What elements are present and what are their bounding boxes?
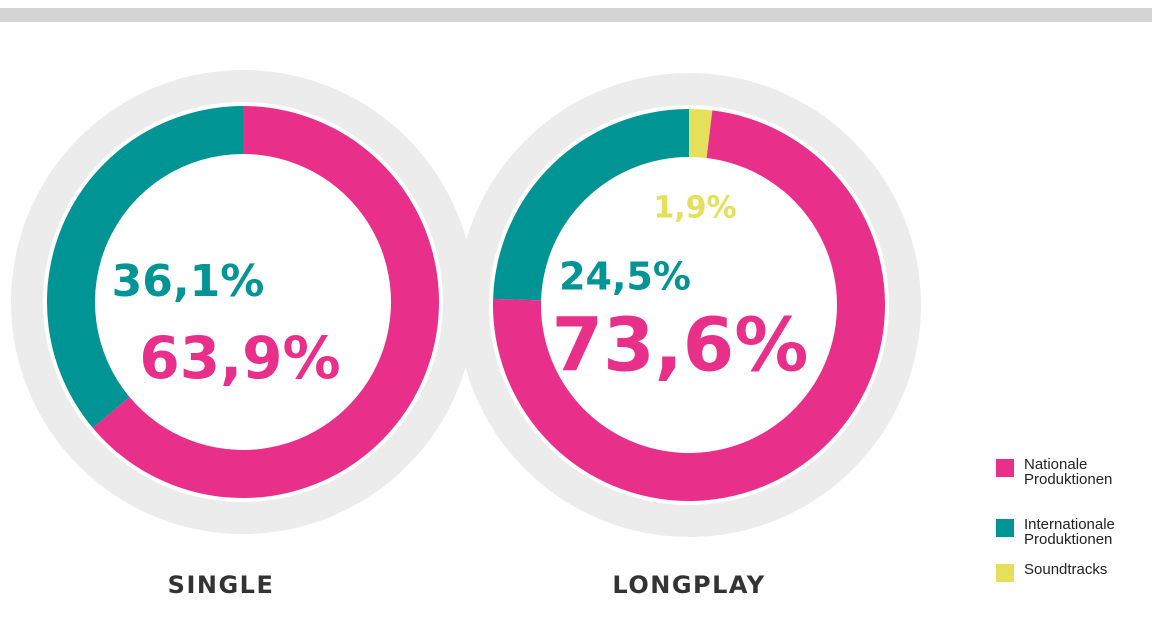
value-label: 63,9% (139, 324, 340, 392)
background-ring (457, 73, 921, 537)
donut-slice (689, 109, 713, 159)
legend-item: Soundtracks (996, 562, 1144, 582)
legend-label: Soundtracks (1024, 561, 1108, 578)
legend-swatch (996, 459, 1014, 477)
legend-label: Internationale Produktionen (1024, 516, 1115, 548)
value-label: 73,6% (552, 303, 809, 389)
legend-item: Internationale Produktionen (996, 517, 1144, 547)
value-label: 36,1% (112, 256, 265, 307)
chart-title: SINGLE (168, 571, 275, 599)
legend-swatch (996, 564, 1014, 582)
chart-title: LONGPLAY (612, 571, 765, 599)
value-label: 24,5% (559, 255, 691, 299)
legend-label: Nationale Produktionen (1024, 456, 1113, 488)
donut-slice (92, 106, 439, 498)
top-bar (0, 8, 1152, 22)
legend-item: Nationale Produktionen (996, 457, 1144, 487)
donut-slice (493, 109, 689, 301)
legend-swatch (996, 519, 1014, 537)
donut-slice (47, 106, 244, 428)
value-label: 1,9% (653, 191, 736, 226)
